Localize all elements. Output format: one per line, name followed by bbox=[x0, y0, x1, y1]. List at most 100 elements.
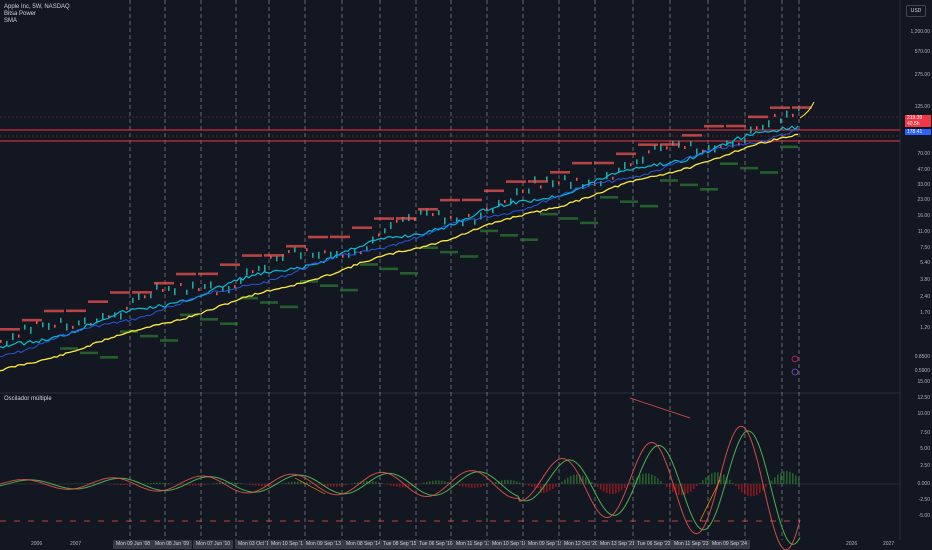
oscillator-bar bbox=[435, 480, 437, 484]
support-zone bbox=[620, 200, 638, 203]
chart-legend[interactable]: Apple Inc, 5W, NASDAQ Bitsa Power SMA bbox=[4, 4, 70, 25]
oscillator-bar bbox=[366, 480, 368, 484]
price-candle bbox=[294, 247, 296, 253]
price-candle bbox=[744, 138, 746, 144]
price-candle bbox=[606, 172, 608, 180]
price-candle bbox=[720, 145, 722, 149]
price-candle bbox=[432, 213, 434, 217]
date-label: Mon 09 Sep '19 bbox=[525, 540, 566, 549]
oscillator-bar bbox=[186, 484, 188, 486]
oscillator-bar bbox=[231, 482, 233, 484]
year-label: 2006 bbox=[31, 541, 43, 547]
oscillator-bar bbox=[600, 484, 602, 490]
oscillator-bar bbox=[504, 479, 506, 484]
currency-button[interactable]: USD bbox=[906, 5, 926, 17]
price-candle bbox=[642, 156, 644, 164]
oscillator-bar bbox=[609, 484, 611, 494]
oscillator-bar bbox=[357, 482, 359, 484]
price-candle bbox=[282, 253, 284, 261]
price-scale-label: 33.00 bbox=[917, 182, 930, 188]
event-marker-icon bbox=[791, 368, 799, 376]
oscillator-bar bbox=[147, 483, 149, 484]
support-zone bbox=[520, 238, 538, 241]
oscillator-bar bbox=[117, 484, 119, 485]
oscillator-bar bbox=[120, 484, 122, 485]
resistance-zone bbox=[132, 291, 152, 294]
oscillator-bar bbox=[375, 481, 377, 484]
oscillator-bar bbox=[198, 484, 200, 486]
oscillator-bar bbox=[780, 472, 782, 484]
price-tag-label: 40.5h bbox=[905, 121, 931, 127]
price-candle bbox=[450, 215, 452, 219]
price-candle bbox=[102, 312, 104, 320]
support-zone bbox=[260, 301, 278, 304]
divergence-line bbox=[294, 477, 326, 495]
oscillator-bar bbox=[84, 483, 86, 484]
oscillator-bar bbox=[87, 483, 89, 484]
oscillator-bar bbox=[339, 484, 341, 487]
price-scale-label: 1,200.00 bbox=[910, 29, 930, 35]
symbol-title[interactable]: Apple Inc, 5W, NASDAQ bbox=[4, 4, 70, 10]
oscillator-bar bbox=[717, 472, 719, 484]
price-candle bbox=[558, 181, 560, 185]
support-zone bbox=[100, 356, 118, 359]
oscillator-title[interactable]: Oscilador múltiple bbox=[4, 396, 52, 402]
oscillator-bar bbox=[630, 482, 632, 484]
resistance-zone bbox=[220, 263, 240, 266]
oscillator-bar bbox=[258, 484, 260, 487]
support-zone bbox=[140, 334, 158, 338]
oscillator-bar bbox=[753, 484, 755, 497]
oscillator-bar bbox=[693, 484, 695, 490]
price-candle bbox=[666, 146, 668, 150]
oscillator-bar bbox=[252, 484, 254, 486]
price-candle bbox=[732, 140, 734, 148]
oscillator-bar bbox=[183, 484, 185, 486]
support-zone bbox=[160, 339, 178, 342]
oscillator-bar bbox=[669, 484, 671, 490]
price-candle bbox=[204, 283, 206, 289]
resistance-zone bbox=[352, 226, 372, 230]
price-candle bbox=[588, 179, 590, 187]
price-candle bbox=[756, 126, 758, 130]
oscillator-bar bbox=[426, 481, 428, 484]
indicator-label[interactable]: SMA bbox=[4, 18, 18, 24]
price-candle bbox=[72, 325, 74, 329]
oscillator-legend[interactable]: Oscilador múltiple bbox=[4, 396, 52, 403]
oscillator-bar bbox=[729, 479, 731, 484]
price-candle bbox=[420, 209, 422, 215]
support-zone bbox=[220, 322, 238, 325]
price-candle bbox=[486, 207, 488, 211]
price-candle bbox=[234, 284, 236, 288]
oscillator-bar bbox=[765, 484, 767, 488]
oscillator-bar bbox=[387, 484, 389, 485]
oscillator-scale-label: 0.000 bbox=[917, 481, 930, 487]
support-zone bbox=[360, 263, 378, 266]
price-candle bbox=[18, 334, 20, 338]
price-candle bbox=[522, 190, 524, 194]
oscillator-bar bbox=[294, 481, 296, 484]
oscillator-bar bbox=[441, 480, 443, 484]
oscillator-bar bbox=[462, 484, 464, 487]
resistance-zone bbox=[550, 171, 570, 174]
oscillator-bar bbox=[537, 484, 539, 489]
date-label: Mon 08 Jun '09 bbox=[152, 540, 193, 549]
oscillator-bar bbox=[702, 480, 704, 484]
price-candle bbox=[648, 150, 650, 154]
oscillator-bar bbox=[690, 484, 692, 492]
price-scale-label: 1.70 bbox=[920, 310, 930, 316]
support-zone bbox=[60, 347, 78, 350]
support-zone bbox=[640, 204, 658, 208]
date-label: Mon 08 Sep '14 bbox=[343, 540, 384, 549]
oscillator-bar bbox=[282, 483, 284, 484]
indicator-label[interactable]: Bitsa Power bbox=[4, 11, 37, 17]
oscillator-bar bbox=[438, 480, 440, 484]
oscillator-bar bbox=[213, 483, 215, 484]
oscillator-bar bbox=[771, 480, 773, 484]
oscillator-bar bbox=[549, 484, 551, 491]
oscillator-bar bbox=[510, 480, 512, 484]
support-zone bbox=[760, 171, 778, 174]
oscillator-main-line bbox=[0, 425, 801, 550]
price-candle bbox=[360, 251, 362, 255]
